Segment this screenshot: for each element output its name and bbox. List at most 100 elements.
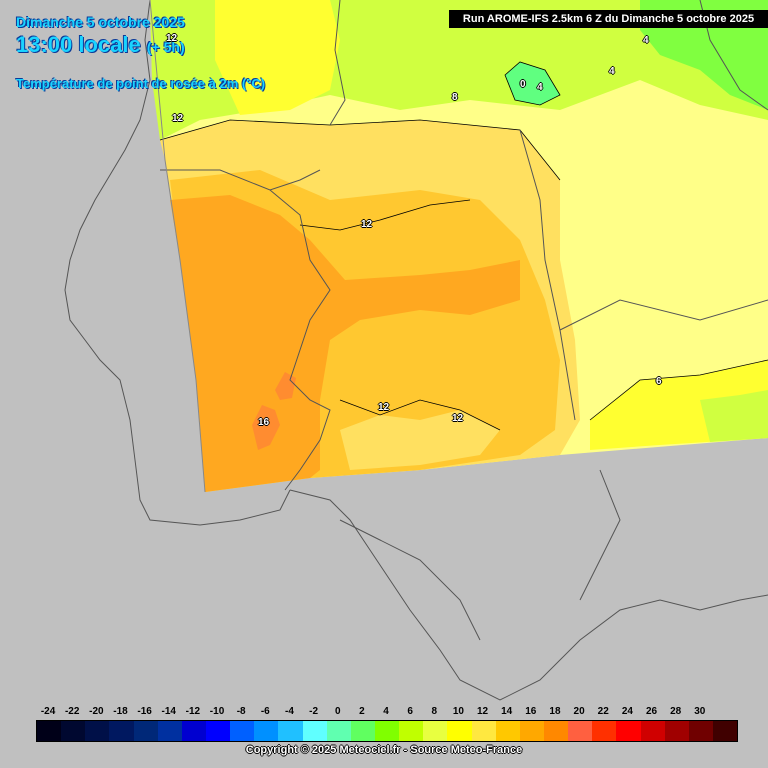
contour-label: 6 [656, 376, 662, 387]
legend-swatch [447, 721, 472, 741]
legend-ticks: -24 -22 -20 -18 -16 -14 -12 -10 -8 -6 -4 -2 0 2 4 6 8 10 1… [24, 706, 744, 718]
legend-tick-label: 0 [334, 706, 341, 717]
legend-swatch [61, 721, 86, 741]
field-dark-orange-2 [252, 405, 280, 450]
legend-tick-label: 12 [476, 706, 489, 717]
legend-tick-label: 26 [645, 706, 658, 717]
local-time: 13:00 locale [16, 32, 141, 57]
legend-swatch [519, 721, 544, 741]
legend-swatch [495, 721, 520, 741]
contour-label: 4 [643, 35, 649, 46]
legend-swatch [640, 721, 665, 741]
region-border [339, 519, 481, 641]
legend-tick-label: -6 [260, 706, 270, 717]
legend-tick-label: -14 [161, 706, 176, 717]
legend-tick-label: 14 [501, 706, 513, 717]
forecast-offset: (+ 5h) [146, 39, 185, 55]
contour-label: 4 [609, 66, 615, 77]
legend-tick-label: 28 [670, 706, 682, 717]
contour-label: 12 [172, 113, 184, 124]
domain-edge [149, 0, 206, 493]
legend-swatch [423, 721, 448, 741]
legend-swatch [592, 721, 617, 741]
legend-tick-label: -2 [309, 706, 319, 717]
field-light-orange-south [340, 410, 500, 470]
isoline [339, 399, 501, 431]
legend-tick-label: 16 [525, 706, 537, 717]
legend-swatch [157, 721, 182, 741]
legend-swatch [712, 721, 738, 741]
copyright: Copyright © 2025 Meteociel.fr - Source M… [245, 744, 523, 756]
legend-tick-label: -16 [137, 706, 152, 717]
legend-swatch [471, 721, 496, 741]
legend-swatch [543, 721, 569, 741]
contour-label: 12 [166, 33, 178, 44]
contour-label: 4 [537, 82, 543, 93]
isoline [504, 61, 561, 106]
coastline-south [289, 489, 768, 701]
legend-tick-label: -12 [185, 706, 201, 717]
border-portugal-spain [269, 189, 331, 491]
legend-swatch [616, 721, 641, 741]
legend-swatch [688, 721, 713, 741]
field-yellow-north [215, 0, 340, 115]
legend-tick-label: 22 [597, 706, 609, 717]
region-border [329, 0, 346, 126]
legend-tick-label: 30 [694, 706, 706, 717]
legend-swatch [399, 721, 424, 741]
region-border [519, 129, 576, 421]
geography [64, 0, 768, 701]
forecast-date: Dimanche 5 octobre 2025 [16, 14, 185, 30]
legend-swatch [109, 721, 134, 741]
legend-tick-label: 20 [573, 706, 585, 717]
legend-tick-label: 4 [383, 706, 389, 717]
legend-tick-label: -4 [284, 706, 294, 717]
legend-swatch [350, 721, 375, 741]
legend-tick-label: -10 [209, 706, 225, 717]
isolines [159, 61, 768, 431]
legend-tick-label: -20 [89, 706, 104, 717]
region-border [579, 469, 621, 601]
region-border [160, 169, 321, 191]
legend-tick-label: 24 [621, 706, 633, 717]
isoline [299, 199, 471, 231]
region-border [559, 299, 768, 331]
legend-swatch [326, 721, 351, 741]
contour-label: 16 [258, 417, 270, 428]
legend-color-bar [36, 720, 738, 742]
legend-swatch [37, 721, 62, 741]
contour-label: 12 [452, 413, 464, 424]
legend-swatch [181, 721, 206, 741]
legend-swatch [568, 721, 593, 741]
legend-swatch [374, 721, 400, 741]
legend-tick-label: -22 [64, 706, 80, 717]
legend-swatch [254, 721, 279, 741]
parameter-title: Température de point de rosée à 2m (°C) [16, 76, 266, 91]
coastline-portugal [64, 0, 291, 526]
contour-label: 0 [520, 79, 526, 90]
contour-label: 8 [452, 92, 458, 103]
legend-swatch [85, 721, 110, 741]
field-yellow-green-se [700, 390, 768, 442]
isoline [589, 359, 768, 421]
legend-tick-label: -18 [113, 706, 128, 717]
contour-label: 12 [378, 402, 390, 413]
isoline [159, 119, 561, 181]
legend-swatch [302, 721, 327, 741]
legend-swatch [664, 721, 689, 741]
forecast-time: 13:00 locale (+ 5h) [16, 32, 185, 58]
legend-swatch [205, 721, 231, 741]
legend-tick-label: 6 [407, 706, 413, 717]
legend-tick-label: 8 [431, 706, 438, 717]
legend-tick-label: -8 [236, 706, 246, 717]
legend-tick-label: -24 [40, 706, 56, 717]
contour-label: 12 [361, 219, 373, 230]
legend-tick-label: 2 [359, 706, 365, 717]
legend-swatch [230, 721, 255, 741]
legend-swatch [278, 721, 303, 741]
legend-tick-label: 10 [452, 706, 464, 717]
run-info: Run AROME-IFS 2.5km 6 Z du Dimanche 5 oc… [449, 10, 768, 28]
legend-tick-label: 18 [549, 706, 561, 717]
legend-swatch [133, 721, 158, 741]
